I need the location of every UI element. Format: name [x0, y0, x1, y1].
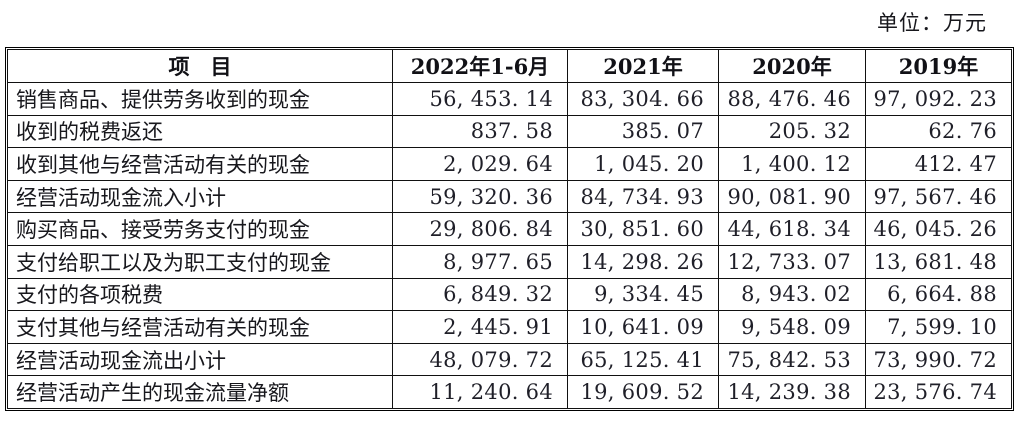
cell-value: 8, 943. 02: [718, 277, 866, 312]
row-label: 支付的各项税费: [7, 277, 393, 312]
cell-value: 837. 58: [392, 114, 568, 149]
row-label: 支付给职工以及为职工支付的现金: [7, 244, 393, 279]
row-label: 收到其他与经营活动有关的现金: [7, 147, 393, 181]
cell-value: 14, 239. 38: [718, 375, 866, 409]
cell-value: 2, 445. 91: [392, 310, 568, 344]
cell-value: 48, 079. 72: [392, 342, 568, 377]
cell-value: 44, 618. 34: [718, 212, 866, 246]
cell-value: 29, 806. 84: [392, 212, 568, 246]
cell-value: 97, 092. 23: [865, 82, 1012, 116]
cell-value: 84, 734. 93: [567, 179, 719, 214]
cell-value: 14, 298. 26: [567, 244, 719, 279]
cell-value: 385. 07: [567, 114, 719, 149]
row-label: 经营活动现金流入小计: [7, 179, 393, 214]
header-row: 项 目 2022年1-6月 2021年 2020年 2019年: [7, 49, 1012, 83]
table-row: 经营活动现金流入小计 59, 320. 36 84, 734. 93 90, 0…: [7, 179, 1012, 214]
col-header-item: 项 目: [7, 49, 393, 83]
col-header-2022h1: 2022年1-6月: [392, 49, 568, 83]
cell-value: 23, 576. 74: [865, 375, 1012, 409]
cell-value: 2, 029. 64: [392, 147, 568, 181]
cell-value: 88, 476. 46: [718, 82, 866, 116]
unit-label: 单位：万元: [877, 11, 987, 35]
cell-value: 13, 681. 48: [865, 244, 1012, 279]
row-label: 收到的税费返还: [7, 114, 393, 149]
table-row: 支付给职工以及为职工支付的现金 8, 977. 65 14, 298. 26 1…: [7, 244, 1012, 279]
row-label: 经营活动产生的现金流量净额: [7, 375, 393, 409]
cell-value: 1, 045. 20: [567, 147, 719, 181]
cell-value: 59, 320. 36: [392, 179, 568, 214]
cell-value: 19, 609. 52: [567, 375, 719, 409]
cash-flow-table-grid: 项 目 2022年1-6月 2021年 2020年 2019年 销售商品、提供劳…: [7, 49, 1012, 409]
cell-value: 8, 977. 65: [392, 244, 568, 279]
cell-value: 97, 567. 46: [865, 179, 1012, 214]
cell-value: 412. 47: [865, 147, 1012, 181]
cell-value: 10, 641. 09: [567, 310, 719, 344]
row-label: 经营活动现金流出小计: [7, 342, 393, 377]
col-header-2021: 2021年: [567, 49, 719, 83]
cell-value: 11, 240. 64: [392, 375, 568, 409]
table-row: 经营活动产生的现金流量净额 11, 240. 64 19, 609. 52 14…: [7, 375, 1012, 409]
cell-value: 205. 32: [718, 114, 866, 149]
cell-value: 6, 849. 32: [392, 277, 568, 312]
table-row: 经营活动现金流出小计 48, 079. 72 65, 125. 41 75, 8…: [7, 342, 1012, 377]
cell-value: 7, 599. 10: [865, 310, 1012, 344]
cash-flow-table: 项 目 2022年1-6月 2021年 2020年 2019年 销售商品、提供劳…: [5, 47, 1014, 411]
cell-value: 75, 842. 53: [718, 342, 866, 377]
cell-value: 1, 400. 12: [718, 147, 866, 181]
cell-value: 12, 733. 07: [718, 244, 866, 279]
cell-value: 30, 851. 60: [567, 212, 719, 246]
cell-value: 6, 664. 88: [865, 277, 1012, 312]
cell-value: 56, 453. 14: [392, 82, 568, 116]
table-row: 支付其他与经营活动有关的现金 2, 445. 91 10, 641. 09 9,…: [7, 310, 1012, 344]
cell-value: 90, 081. 90: [718, 179, 866, 214]
col-header-2019: 2019年: [865, 49, 1012, 83]
cell-value: 46, 045. 26: [865, 212, 1012, 246]
cell-value: 83, 304. 66: [567, 82, 719, 116]
cell-value: 73, 990. 72: [865, 342, 1012, 377]
col-header-2020: 2020年: [718, 49, 866, 83]
cell-value: 62. 76: [865, 114, 1012, 149]
cell-value: 65, 125. 41: [567, 342, 719, 377]
table-row: 购买商品、接受劳务支付的现金 29, 806. 84 30, 851. 60 4…: [7, 212, 1012, 246]
cell-value: 9, 548. 09: [718, 310, 866, 344]
table-row: 支付的各项税费 6, 849. 32 9, 334. 45 8, 943. 02…: [7, 277, 1012, 312]
table-row: 收到其他与经营活动有关的现金 2, 029. 64 1, 045. 20 1, …: [7, 147, 1012, 181]
table-row: 销售商品、提供劳务收到的现金 56, 453. 14 83, 304. 66 8…: [7, 82, 1012, 116]
table-row: 收到的税费返还 837. 58 385. 07 205. 32 62. 76: [7, 114, 1012, 149]
row-label: 购买商品、接受劳务支付的现金: [7, 212, 393, 246]
row-label: 销售商品、提供劳务收到的现金: [7, 82, 393, 116]
cell-value: 9, 334. 45: [567, 277, 719, 312]
row-label: 支付其他与经营活动有关的现金: [7, 310, 393, 344]
